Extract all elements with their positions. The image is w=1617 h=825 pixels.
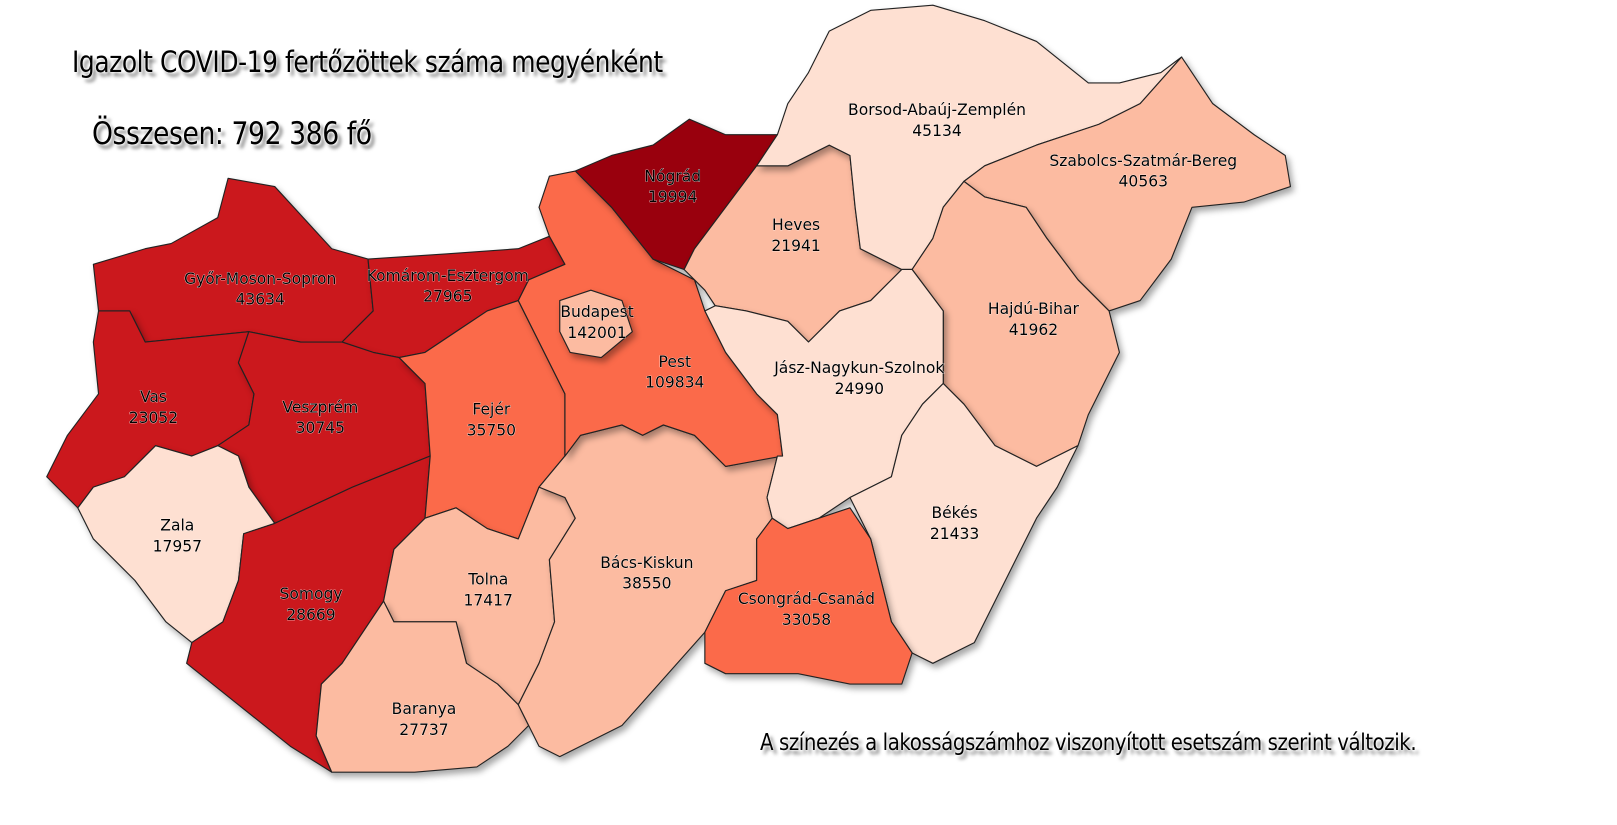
county-name-label: Borsod-Abaúj-Zemplén xyxy=(848,101,1026,119)
county-value-label: 19994 xyxy=(648,188,698,206)
county-value-label: 35750 xyxy=(467,421,516,439)
county-name-label: Szabolcs-Szatmár-Bereg xyxy=(1049,152,1237,170)
total-cases: Összesen: 792 386 fő xyxy=(92,116,372,152)
county-name-label: Somogy xyxy=(279,585,342,603)
county-value-label: 142001 xyxy=(567,324,626,342)
map-title: Igazolt COVID-19 fertőzöttek száma megyé… xyxy=(72,45,663,79)
county-name-label: Tolna xyxy=(467,571,508,589)
county-gyor-moson-sopron xyxy=(92,177,374,343)
county-value-label: 21433 xyxy=(930,525,979,543)
county-name-label: Veszprém xyxy=(282,399,358,417)
county-value-label: 21941 xyxy=(771,237,820,255)
county-value-label: 109834 xyxy=(645,374,704,392)
county-name-label: Budapest xyxy=(560,303,633,321)
county-budapest xyxy=(559,289,633,359)
county-csongrad-csanad xyxy=(704,507,913,685)
county-value-label: 27737 xyxy=(399,721,448,739)
county-name-label: Fejér xyxy=(472,401,511,419)
county-name-label: Jász-Nagykun-Szolnok xyxy=(773,359,944,377)
county-name-label: Baranya xyxy=(392,700,457,718)
county-value-label: 17957 xyxy=(153,537,202,555)
county-value-label: 30745 xyxy=(296,419,345,437)
county-name-label: Békés xyxy=(931,504,977,522)
county-name-label: Pest xyxy=(659,353,692,371)
county-name-label: Csongrád-Csanád xyxy=(738,590,875,608)
county-value-label: 43634 xyxy=(236,291,286,309)
county-name-label: Vas xyxy=(140,388,167,406)
county-value-label: 17417 xyxy=(464,591,513,609)
county-name-label: Bács-Kiskun xyxy=(600,554,693,572)
county-name-label: Heves xyxy=(772,216,820,234)
county-value-label: 24990 xyxy=(835,380,884,398)
county-value-label: 27965 xyxy=(423,288,472,306)
county-name-label: Győr-Moson-Sopron xyxy=(184,270,336,288)
county-value-label: 33058 xyxy=(782,611,831,629)
county-name-label: Zala xyxy=(160,517,194,535)
county-name-label: Komárom-Esztergom xyxy=(367,267,529,285)
county-value-label: 41962 xyxy=(1009,321,1058,339)
county-name-label: Hajdú-Bihar xyxy=(988,300,1080,318)
county-value-label: 45134 xyxy=(912,122,962,140)
county-value-label: 28669 xyxy=(286,606,335,624)
county-value-label: 40563 xyxy=(1119,173,1168,191)
county-value-label: 38550 xyxy=(622,575,671,593)
county-name-label: Nógrád xyxy=(644,167,701,185)
color-note: A színezés a lakosságszámhoz viszonyítot… xyxy=(760,730,1417,756)
county-value-label: 23052 xyxy=(129,409,178,427)
